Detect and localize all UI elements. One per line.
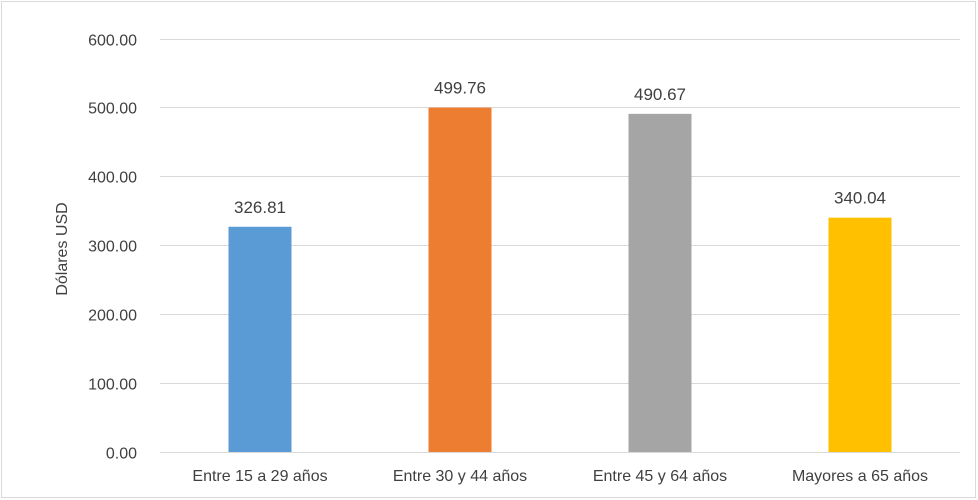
x-category-label: Entre 15 a 29 años [192,468,327,485]
y-tick-label: 200.00 [88,308,137,325]
y-tick-label: 500.00 [88,101,137,118]
y-tick-label: 300.00 [88,239,137,256]
data-label: 490.67 [634,85,686,104]
y-tick-label: 600.00 [88,33,137,50]
y-axis-ticks: 0.00 100.00 200.00 300.00 400.00 500.00 600.00 [88,33,137,463]
x-axis-categories: Entre 15 a 29 años Entre 30 y 44 años Entr… [192,468,928,485]
data-label: 326.81 [234,198,286,217]
y-tick-label: 0.00 [106,446,137,463]
bars [228,107,892,453]
bar [828,217,892,452]
y-axis-title: Dólares USD [54,202,71,295]
data-label: 340.04 [834,189,886,208]
x-category-label: Mayores a 65 años [792,468,928,485]
data-label: 499.76 [434,79,486,98]
y-tick-label: 100.00 [88,377,137,394]
x-category-label: Entre 45 y 64 años [593,468,727,485]
bar [428,107,492,453]
gridlines [160,39,960,453]
data-labels: 326.81 499.76 490.67 340.04 [234,79,886,217]
bar [628,113,692,452]
x-category-label: Entre 30 y 44 años [393,468,527,485]
y-tick-label: 400.00 [88,170,137,187]
bar [228,226,292,452]
